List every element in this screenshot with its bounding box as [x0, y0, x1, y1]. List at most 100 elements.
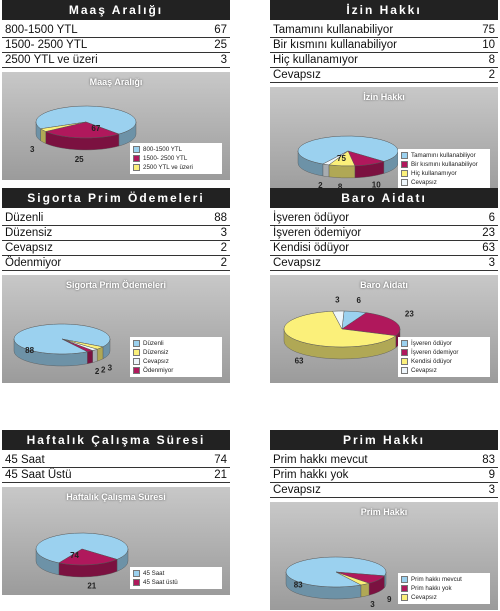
table-row: 1500- 2500 YTL 25	[2, 37, 230, 53]
data-label: 9	[387, 595, 392, 604]
row-label: Cevapsız	[270, 255, 461, 271]
legend-label: 45 Saat üstü	[143, 579, 178, 586]
legend-item: 45 Saat	[133, 569, 219, 578]
pie-chart: 6 23 63 3	[283, 296, 414, 366]
pie-slice	[335, 571, 370, 586]
table-row: İşveren ödüyor 6	[270, 211, 498, 226]
pie-slice	[297, 135, 399, 165]
legend-item: Tamamını kullanabiliyor	[401, 151, 487, 160]
legend-swatch	[133, 145, 140, 153]
row-label: İşveren ödemiyor	[270, 225, 461, 241]
legend-label: Hiç kullanamıyor	[411, 170, 457, 177]
legend-swatch	[133, 357, 140, 365]
pie-slice-side	[360, 582, 370, 598]
row-label: Tamamını kullanabiliyor	[270, 23, 470, 38]
row-value: 88	[177, 211, 230, 226]
row-label: Cevapsız	[270, 67, 470, 83]
row-value: 6	[460, 211, 498, 226]
legend-item: 1500- 2500 YTL	[133, 154, 219, 163]
row-label: Kendisi ödüyor	[270, 240, 461, 256]
data-label: 3	[30, 145, 35, 154]
legend-item: 45 Saat üstü	[133, 578, 219, 587]
row-value: 3	[177, 225, 230, 241]
table-row: İşveren ödemiyor 23	[270, 225, 498, 241]
pie-chart: 67 25 3	[30, 105, 137, 164]
legend: Tamamını kullanabiliyor Bir kısmını kulla…	[398, 149, 490, 189]
pie-slice-side	[87, 350, 93, 364]
row-value: 25	[193, 37, 230, 53]
pie-chart: 88 322	[13, 323, 113, 376]
panel-title: Maaş Aralığı	[2, 0, 230, 20]
pie-chart-panel: 75 10 8 2 İzin Hakkı Tamamını kullanabiliyor B…	[270, 87, 498, 195]
panel-title: Baro Aidatı	[270, 188, 498, 208]
data-label: 88	[25, 346, 34, 355]
legend-label: 45 Saat	[143, 570, 165, 577]
legend-label: Cevapsız	[143, 358, 169, 365]
row-value: 8	[469, 52, 498, 68]
legend-item: Cevapsız	[401, 593, 487, 602]
legend-swatch	[401, 575, 408, 583]
row-value: 3	[462, 482, 498, 498]
legend-label: Bir kısmını kullanabiliyor	[411, 161, 478, 168]
data-label: 3	[370, 600, 375, 609]
legend-swatch	[401, 593, 408, 601]
data-label: 75	[337, 154, 346, 163]
data-label: 74	[70, 551, 79, 560]
row-value: 2	[469, 67, 498, 83]
table-row: Bir kısmını kullanabiliyor 10	[270, 37, 498, 53]
panel-izin: İzin Hakkı Tamamını kullanabiliyor 75 Bir k…	[270, 0, 498, 195]
legend-swatch	[401, 339, 408, 347]
table-row: 800-1500 YTL 67	[2, 23, 230, 38]
row-label: 800-1500 YTL	[2, 23, 194, 38]
legend-swatch	[401, 151, 408, 159]
pie-slice	[13, 323, 111, 355]
pie-chart-panel: 88 3 2 2 Sigorta Prim Ödemeleri Düzenli Düzens…	[2, 275, 230, 383]
table-row: 2500 YTL ve üzeri 3	[2, 52, 230, 68]
pie-chart: 75 10 8 2	[297, 135, 399, 192]
data-label: 83	[294, 580, 303, 589]
legend-swatch	[133, 339, 140, 347]
legend-label: Düzensiz	[143, 349, 169, 356]
legend-item: Hiç kullanamıyor	[401, 169, 487, 178]
legend-swatch	[133, 154, 140, 162]
table-row: 45 Saat Üstü 21	[2, 467, 230, 483]
data-label: 67	[91, 124, 100, 133]
legend-label: Cevapsız	[411, 367, 437, 374]
row-value: 3	[193, 52, 230, 68]
pie-slice	[35, 532, 129, 564]
legend-item: Düzensiz	[133, 348, 219, 357]
row-value: 2	[177, 240, 230, 256]
legend: 800-1500 YTL 1500- 2500 YTL 2500 YTL ve üz…	[130, 143, 222, 174]
legend-swatch	[133, 366, 140, 374]
legend: İşveren ödüyor İşveren ödemiyor Kendisi öd…	[398, 337, 490, 377]
legend-label: Cevapsız	[411, 594, 437, 601]
chart-title: İzin Hakkı	[363, 92, 405, 102]
row-label: Hiç kullanamıyor	[270, 52, 470, 68]
table-row: Tamamını kullanabiliyor 75	[270, 23, 498, 38]
row-value: 75	[469, 23, 498, 38]
legend-swatch	[133, 163, 140, 171]
pie-chart: 74 21	[35, 532, 129, 591]
table-row: Cevapsız 3	[270, 255, 498, 271]
row-label: Cevapsız	[270, 482, 463, 498]
legend-item: 800-1500 YTL	[133, 145, 219, 154]
legend-swatch	[401, 357, 408, 365]
pie-slice	[40, 121, 87, 132]
table-row: Düzensiz 3	[2, 225, 230, 241]
row-label: Prim hakkı yok	[270, 467, 463, 483]
legend-label: Ödenmiyor	[143, 367, 174, 374]
row-label: 1500- 2500 YTL	[2, 37, 194, 53]
legend-label: 2500 YTL ve üzeri	[143, 164, 193, 171]
legend-swatch	[401, 160, 408, 168]
panel-sigorta: Sigorta Prim Ödemeleri Düzenli 88 Düzensiz 3…	[2, 188, 230, 383]
legend-label: Tamamını kullanabiliyor	[411, 152, 476, 159]
legend-item: Düzenli	[133, 339, 219, 348]
data-label: 8	[338, 183, 343, 192]
data-label: 23	[405, 310, 414, 319]
pie-chart-panel: 67 25 3 Maaş Aralığı 800-1500 YTL 1500- 2500 …	[2, 72, 230, 180]
data-table: Tamamını kullanabiliyor 75 Bir kısmını kul…	[270, 23, 498, 83]
row-label: Ödenmiyor	[2, 255, 178, 271]
row-value: 67	[193, 23, 230, 38]
row-label: 45 Saat Üstü	[2, 467, 184, 483]
panel-baro: Baro Aidatı İşveren ödüyor 6 İşveren ödemiy…	[270, 188, 498, 383]
